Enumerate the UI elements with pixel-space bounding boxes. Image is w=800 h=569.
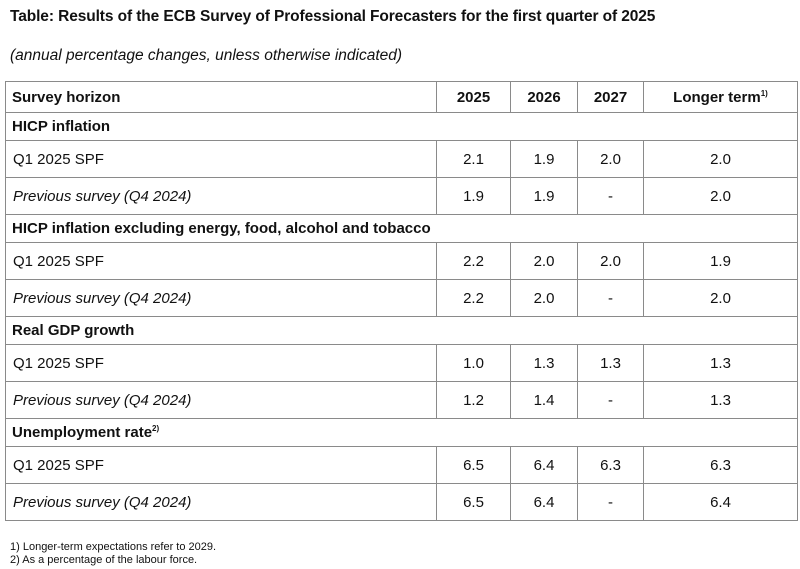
cell-longer-term: 2.0 xyxy=(643,279,798,317)
section-heading-row: Real GDP growth xyxy=(5,316,798,345)
cell-2027: - xyxy=(577,483,644,521)
table-row: Previous survey (Q4 2024) 2.2 2.0 - 2.0 xyxy=(5,279,798,317)
section-heading-label: HICP inflation xyxy=(12,118,111,135)
cell-2025: 1.2 xyxy=(436,381,511,419)
cell-longer-term: 2.0 xyxy=(643,177,798,215)
table-row: Q1 2025 SPF 2.2 2.0 2.0 1.9 xyxy=(5,242,798,280)
cell-2025: 2.2 xyxy=(436,242,511,280)
section-heading-label: Real GDP growth xyxy=(12,322,135,339)
cell-longer-term: 1.3 xyxy=(643,381,798,419)
header-year-2027: 2027 xyxy=(577,81,644,113)
cell-2025: 1.9 xyxy=(436,177,511,215)
cell-longer-term: 1.3 xyxy=(643,344,798,382)
cell-2025: 2.1 xyxy=(436,140,511,178)
footnote-marker: 2) xyxy=(152,424,160,433)
section-heading-filler xyxy=(643,316,798,345)
footnote: 1) Longer-term expectations refer to 202… xyxy=(10,541,217,553)
row-label: Previous survey (Q4 2024) xyxy=(5,381,437,419)
section-heading-filler xyxy=(643,112,798,141)
section-heading-filler xyxy=(643,214,798,243)
table-row: Q1 2025 SPF 2.1 1.9 2.0 2.0 xyxy=(5,140,798,178)
header-survey-horizon: Survey horizon xyxy=(5,81,437,113)
table-subtitle: (annual percentage changes, unless other… xyxy=(10,47,403,64)
section-heading-row: Unemployment rate2) xyxy=(5,418,798,447)
cell-2025: 6.5 xyxy=(436,483,511,521)
section-heading-row: HICP inflation excluding energy, food, a… xyxy=(5,214,798,243)
cell-2026: 2.0 xyxy=(510,279,578,317)
table-title: Table: Results of the ECB Survey of Prof… xyxy=(10,8,656,25)
row-label: Q1 2025 SPF xyxy=(5,344,437,382)
cell-2025: 1.0 xyxy=(436,344,511,382)
section-heading: HICP inflation xyxy=(5,112,644,141)
footnote-marker: 1) xyxy=(760,88,768,98)
row-label: Q1 2025 SPF xyxy=(5,446,437,484)
cell-2026: 1.9 xyxy=(510,177,578,215)
row-label: Previous survey (Q4 2024) xyxy=(5,279,437,317)
cell-2026: 1.4 xyxy=(510,381,578,419)
cell-longer-term: 2.0 xyxy=(643,140,798,178)
cell-2026: 1.9 xyxy=(510,140,578,178)
section-heading-filler xyxy=(643,418,798,447)
cell-2025: 2.2 xyxy=(436,279,511,317)
cell-2025: 6.5 xyxy=(436,446,511,484)
table-row: Q1 2025 SPF 6.5 6.4 6.3 6.3 xyxy=(5,446,798,484)
spf-results-table: Survey horizon 2025 2026 2027 Longer ter… xyxy=(5,81,798,521)
cell-longer-term: 1.9 xyxy=(643,242,798,280)
cell-2027: - xyxy=(577,279,644,317)
table-header-row: Survey horizon 2025 2026 2027 Longer ter… xyxy=(5,81,798,113)
section-heading: Real GDP growth xyxy=(5,316,644,345)
cell-2026: 6.4 xyxy=(510,446,578,484)
row-label: Previous survey (Q4 2024) xyxy=(5,483,437,521)
header-year-2025: 2025 xyxy=(436,81,511,113)
row-label: Q1 2025 SPF xyxy=(5,242,437,280)
section-heading-label: Unemployment rate xyxy=(12,424,153,441)
cell-longer-term: 6.4 xyxy=(643,483,798,521)
footnotes: 1) Longer-term expectations refer to 202… xyxy=(10,541,216,567)
cell-2027: 6.3 xyxy=(577,446,644,484)
header-longer-term: Longer term1) xyxy=(643,81,798,113)
header-year-2026: 2026 xyxy=(510,81,578,113)
cell-2026: 1.3 xyxy=(510,344,578,382)
row-label: Previous survey (Q4 2024) xyxy=(5,177,437,215)
section-heading-row: HICP inflation xyxy=(5,112,798,141)
section-heading: HICP inflation excluding energy, food, a… xyxy=(5,214,644,243)
footnote: 2) As a percentage of the labour force. xyxy=(10,554,198,566)
cell-2027: 1.3 xyxy=(577,344,644,382)
cell-longer-term: 6.3 xyxy=(643,446,798,484)
row-label: Q1 2025 SPF xyxy=(5,140,437,178)
cell-2027: 2.0 xyxy=(577,242,644,280)
header-longer-term-label: Longer term xyxy=(673,88,761,106)
table-row: Previous survey (Q4 2024) 6.5 6.4 - 6.4 xyxy=(5,483,798,521)
cell-2026: 6.4 xyxy=(510,483,578,521)
section-heading: Unemployment rate2) xyxy=(5,418,644,447)
table-row: Q1 2025 SPF 1.0 1.3 1.3 1.3 xyxy=(5,344,798,382)
section-heading-label: HICP inflation excluding energy, food, a… xyxy=(12,220,431,237)
cell-2027: - xyxy=(577,177,644,215)
table-row: Previous survey (Q4 2024) 1.9 1.9 - 2.0 xyxy=(5,177,798,215)
table-row: Previous survey (Q4 2024) 1.2 1.4 - 1.3 xyxy=(5,381,798,419)
cell-2026: 2.0 xyxy=(510,242,578,280)
cell-2027: - xyxy=(577,381,644,419)
cell-2027: 2.0 xyxy=(577,140,644,178)
